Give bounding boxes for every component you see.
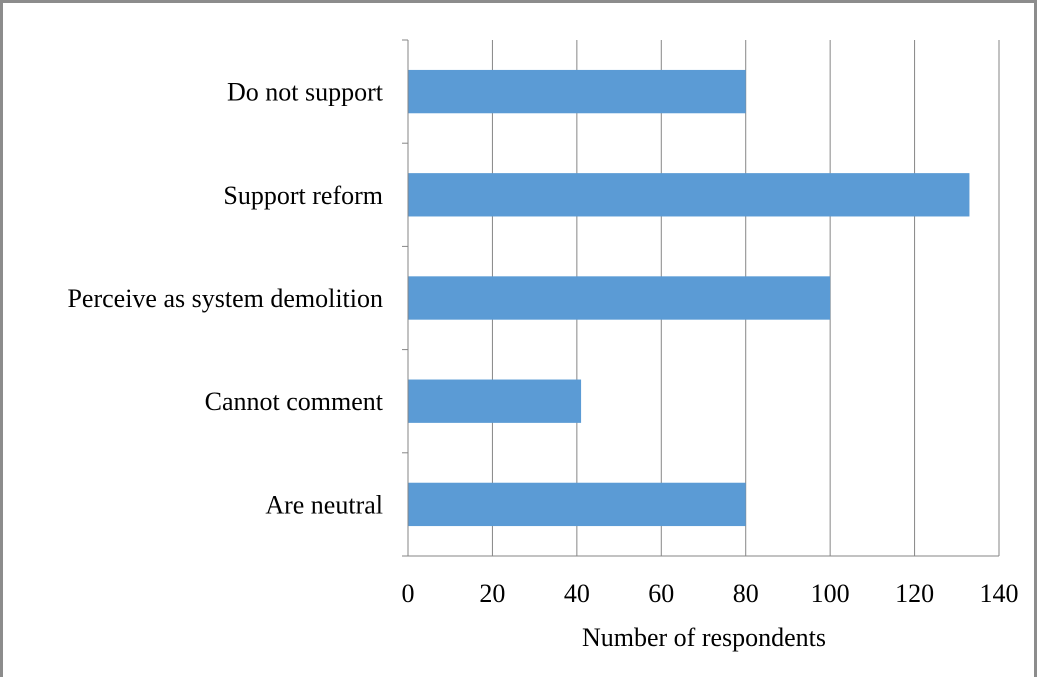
bars	[408, 69, 970, 527]
bar-chart: 0 20 40 60 80 100 120 140 Do not support Support…	[67, 39, 1019, 652]
category-label: Perceive as system demolition	[67, 284, 383, 313]
x-tick-label: 100	[811, 579, 850, 608]
x-tick-label: 120	[895, 579, 934, 608]
bar	[408, 69, 746, 114]
x-tick-label: 80	[733, 579, 759, 608]
x-tick-label: 60	[648, 579, 674, 608]
x-tick-label: 20	[479, 579, 505, 608]
bar	[408, 173, 970, 217]
axes	[402, 39, 999, 557]
bar	[408, 482, 746, 527]
category-label: Support reform	[223, 181, 383, 210]
bar	[408, 276, 831, 320]
x-tick-label: 40	[564, 579, 590, 608]
category-label: Cannot comment	[205, 387, 384, 416]
category-label: Do not support	[227, 78, 384, 107]
category-labels: Do not support Support reform Perceive as …	[67, 78, 383, 520]
x-tick-label: 140	[980, 579, 1019, 608]
x-axis-label: Number of respondents	[582, 623, 826, 652]
tick-labels: 0 20 40 60 80 100 120 140	[402, 579, 1019, 608]
bar	[408, 379, 582, 423]
category-label: Are neutral	[265, 490, 383, 519]
x-tick-label: 0	[402, 579, 415, 608]
